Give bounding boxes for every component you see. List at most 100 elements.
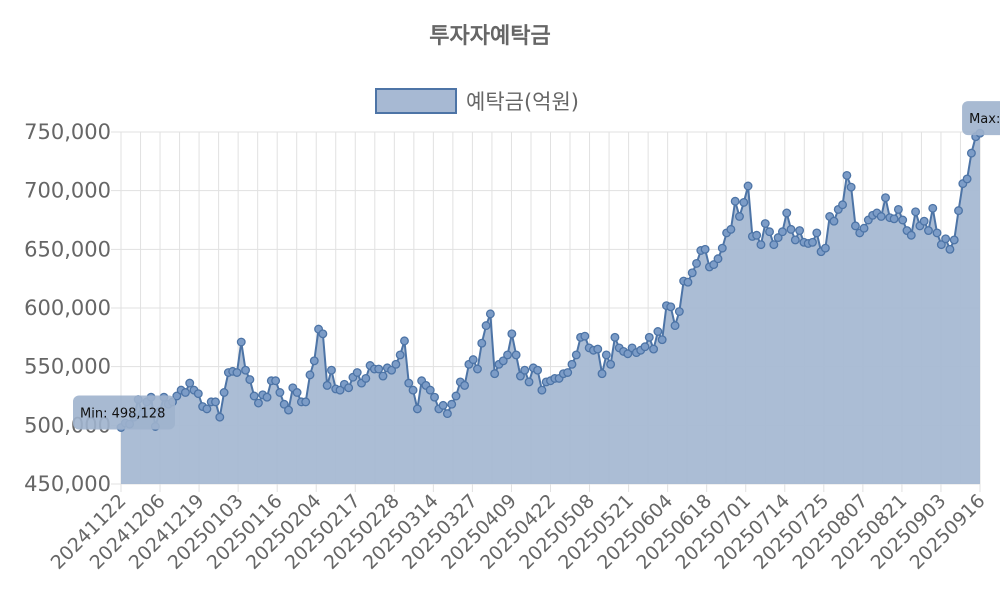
data-point[interactable]: [361, 373, 371, 383]
data-point[interactable]: [717, 243, 727, 253]
data-point[interactable]: [859, 223, 869, 233]
data-point[interactable]: [490, 369, 500, 379]
data-point[interactable]: [966, 148, 976, 158]
data-point[interactable]: [498, 356, 508, 366]
data-point[interactable]: [743, 181, 753, 191]
data-point[interactable]: [919, 216, 929, 226]
data-point[interactable]: [425, 385, 435, 395]
data-point[interactable]: [726, 224, 736, 234]
data-point[interactable]: [765, 227, 774, 237]
data-point[interactable]: [898, 215, 908, 225]
data-point[interactable]: [928, 203, 938, 213]
data-point[interactable]: [962, 174, 972, 184]
data-point[interactable]: [485, 309, 495, 319]
data-point[interactable]: [735, 212, 744, 221]
data-point[interactable]: [400, 336, 409, 346]
data-point[interactable]: [387, 365, 397, 375]
data-point[interactable]: [808, 237, 817, 247]
data-point[interactable]: [786, 224, 796, 234]
data-point[interactable]: [352, 368, 362, 377]
data-point[interactable]: [606, 359, 616, 369]
data-point[interactable]: [232, 368, 242, 377]
data-point[interactable]: [911, 207, 921, 217]
data-point[interactable]: [253, 398, 263, 408]
data-point[interactable]: [236, 337, 246, 347]
legend[interactable]: 예탁금(억원): [375, 88, 579, 114]
data-point[interactable]: [881, 193, 890, 203]
data-point[interactable]: [597, 369, 607, 379]
data-point[interactable]: [202, 404, 212, 414]
data-point[interactable]: [533, 365, 543, 375]
data-point[interactable]: [395, 350, 405, 360]
data-point[interactable]: [275, 388, 285, 397]
data-point[interactable]: [249, 391, 259, 401]
data-point[interactable]: [700, 244, 710, 254]
data-point[interactable]: [391, 359, 401, 369]
data-point[interactable]: [524, 377, 534, 387]
data-point[interactable]: [795, 226, 805, 236]
data-point[interactable]: [481, 321, 491, 331]
data-point[interactable]: [666, 302, 676, 312]
data-point[interactable]: [430, 392, 439, 402]
data-point[interactable]: [309, 356, 319, 366]
data-point[interactable]: [473, 364, 482, 374]
data-point[interactable]: [378, 371, 388, 381]
data-point[interactable]: [850, 221, 860, 231]
data-point[interactable]: [782, 208, 792, 218]
data-point[interactable]: [460, 380, 470, 390]
data-point[interactable]: [335, 385, 345, 395]
data-point[interactable]: [193, 389, 203, 399]
data-point[interactable]: [322, 380, 332, 390]
data-point[interactable]: [649, 344, 659, 354]
data-point[interactable]: [674, 307, 684, 316]
data-point[interactable]: [769, 240, 779, 250]
data-point[interactable]: [563, 368, 573, 377]
data-point[interactable]: [777, 227, 787, 237]
data-point[interactable]: [374, 364, 384, 374]
data-point[interactable]: [752, 230, 762, 240]
data-point[interactable]: [408, 385, 418, 395]
data-point[interactable]: [344, 383, 354, 393]
data-point[interactable]: [301, 397, 311, 407]
data-point[interactable]: [567, 359, 577, 369]
data-point[interactable]: [687, 268, 697, 278]
data-point[interactable]: [503, 350, 512, 360]
data-point[interactable]: [180, 388, 190, 397]
data-point[interactable]: [773, 233, 783, 243]
data-point[interactable]: [893, 204, 903, 214]
data-point[interactable]: [760, 219, 770, 228]
data-point[interactable]: [571, 350, 581, 360]
data-point[interactable]: [580, 331, 590, 341]
data-point[interactable]: [305, 370, 315, 380]
data-point[interactable]: [284, 405, 293, 415]
data-point[interactable]: [468, 355, 478, 365]
data-point[interactable]: [949, 235, 959, 245]
data-point[interactable]: [245, 375, 255, 385]
data-point[interactable]: [709, 260, 719, 270]
data-point[interactable]: [318, 329, 328, 339]
data-point[interactable]: [644, 332, 654, 342]
data-point[interactable]: [215, 412, 225, 422]
data-point[interactable]: [447, 399, 457, 409]
data-point[interactable]: [241, 365, 251, 375]
data-point[interactable]: [271, 376, 281, 386]
data-point[interactable]: [292, 388, 302, 397]
data-point[interactable]: [219, 388, 229, 397]
data-point[interactable]: [820, 243, 830, 253]
data-point[interactable]: [451, 391, 461, 401]
data-point[interactable]: [906, 230, 916, 240]
data-point[interactable]: [412, 404, 422, 414]
data-point[interactable]: [438, 400, 448, 410]
data-point[interactable]: [601, 350, 611, 360]
data-point[interactable]: [537, 385, 547, 395]
data-point[interactable]: [623, 349, 633, 359]
data-point[interactable]: [876, 212, 886, 221]
data-point[interactable]: [936, 240, 946, 250]
data-point[interactable]: [846, 182, 856, 192]
data-point[interactable]: [172, 391, 182, 401]
data-point[interactable]: [739, 197, 749, 207]
data-point[interactable]: [593, 344, 603, 354]
data-point[interactable]: [670, 321, 680, 331]
data-point[interactable]: [730, 196, 740, 206]
data-point[interactable]: [790, 235, 800, 245]
